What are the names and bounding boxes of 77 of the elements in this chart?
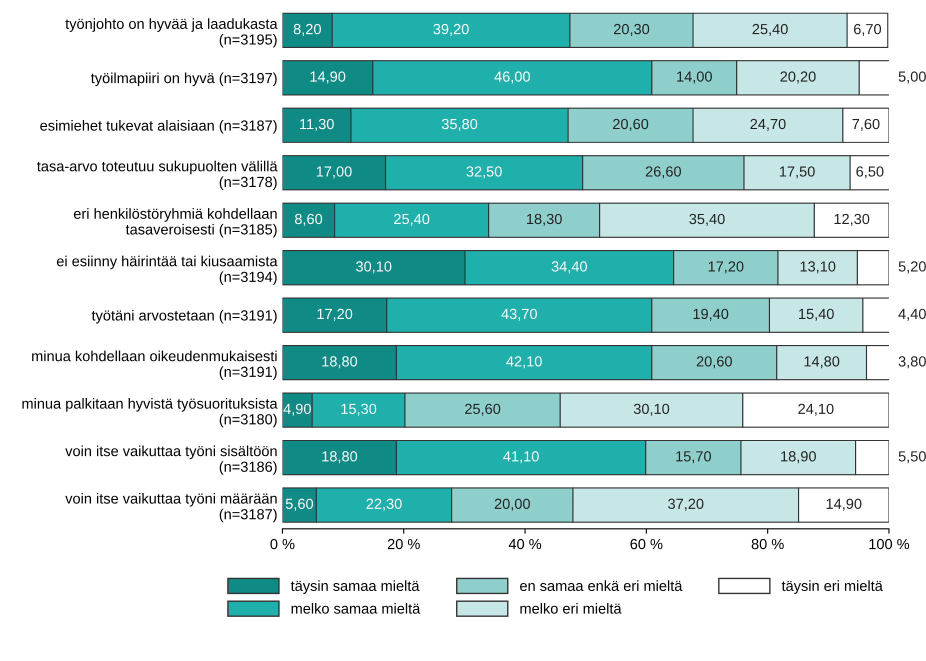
data-label: 39,20 (433, 24, 469, 36)
data-label: 6,50 (856, 166, 884, 178)
data-label: 18,80 (322, 356, 358, 368)
data-label: 24,70 (750, 118, 786, 131)
data-label: 5,60 (286, 498, 314, 511)
data-label: 17,00 (316, 166, 352, 178)
data-label: 30,10 (356, 261, 392, 274)
x-tick-label: 40 % (508, 538, 542, 550)
x-tick-label: 80 % (752, 538, 784, 550)
data-label: 15,30 (341, 404, 376, 416)
data-label: 20,00 (494, 498, 530, 511)
y-tick-label: työtäni arvostetaan (n=3191) (92, 310, 277, 324)
data-label: 17,50 (780, 166, 815, 178)
data-label: 5,20 (898, 261, 926, 274)
data-label: 11,30 (300, 118, 334, 131)
y-tick-label: minua palkitaan hyvistä työsuorituksista (n=3180) (22, 398, 278, 428)
y-tick-label: voin itse vaikuttaa työni määrään (n=3187) (65, 492, 277, 522)
data-label: 3,80 (898, 356, 926, 368)
data-label: 19,40 (694, 308, 728, 321)
data-label: 15,40 (799, 308, 834, 321)
data-label: 13,10 (800, 261, 836, 274)
data-label: 25,60 (465, 404, 500, 416)
data-label: 35,80 (442, 118, 478, 131)
data-label: 42,10 (506, 356, 542, 368)
data-label: 22,30 (366, 498, 402, 511)
data-label: 20,30 (614, 24, 650, 36)
y-tick-label: tasa-arvo toteutuu sukupuolten välillä (n=3178) (37, 160, 278, 190)
data-label: 12,30 (834, 214, 870, 226)
legend-label: melko samaa mieltä (292, 603, 420, 614)
data-label: 18,30 (527, 214, 562, 226)
data-label: 5,00 (898, 71, 926, 84)
data-label: 46,00 (494, 71, 530, 84)
x-tick-label: 60 % (630, 538, 662, 550)
y-tick-label: eri henkilöstöryhmiä kohdellaan tasaveroisesti (n=3185) (74, 208, 277, 238)
data-label: 20,60 (696, 356, 732, 368)
data-label: 14,80 (804, 356, 840, 368)
data-label: 35,40 (689, 214, 725, 226)
data-label: 37,20 (668, 498, 704, 511)
data-label: 14,00 (677, 71, 712, 84)
data-label: 8,20 (294, 24, 321, 36)
data-label: 32,50 (466, 166, 502, 178)
x-tick-label: 20 % (388, 538, 420, 550)
data-label: 7,60 (852, 118, 880, 131)
data-label: 15,70 (676, 451, 712, 464)
x-tick-label: 0 % (270, 538, 294, 550)
data-label: 20,60 (613, 118, 648, 131)
data-label: 24,10 (798, 404, 834, 416)
data-label: 30,10 (634, 404, 670, 416)
x-tick-label: 100 % (869, 538, 910, 550)
data-label: 8,60 (294, 214, 322, 226)
data-label: 25,40 (752, 24, 788, 36)
y-tick-label: työnjohto on hyvää ja laadukasta (n=3195) (65, 18, 278, 48)
legend-label: täysin eri mieltä (782, 580, 883, 594)
data-label: 14,90 (826, 498, 862, 511)
data-label: 18,80 (322, 451, 358, 464)
y-tick-label: minua kohdellaan oikeudenmukaisesti (n=3191) (32, 350, 277, 380)
data-label: 41,10 (503, 451, 539, 464)
data-label: 43,70 (501, 308, 537, 321)
data-label: 6,70 (854, 24, 882, 36)
data-label: 18,90 (781, 451, 816, 464)
y-tick-label: ei esiinny häirintää tai kiusaamista (n=3194) (56, 256, 278, 285)
data-label: 4,40 (898, 308, 926, 321)
y-tick-label: esimiehet tukevat alaisiaan (n=3187) (40, 120, 277, 134)
data-label: 25,40 (394, 214, 430, 226)
data-label: 34,40 (552, 261, 587, 274)
y-tick-label: voin itse vaikuttaa työni sisältöön (n=3186) (65, 446, 277, 475)
legend-label: melko eri mieltä (520, 603, 622, 614)
y-tick-label: työilmapiiri on hyvä (n=3197) (90, 72, 277, 86)
data-label: 17,20 (317, 308, 352, 321)
data-label: 17,20 (708, 261, 744, 274)
data-label: 4,90 (283, 404, 311, 416)
data-label: 20,20 (780, 71, 816, 84)
legend-label: täysin samaa mieltä (290, 580, 420, 594)
data-label: 26,60 (646, 166, 682, 178)
legend-label: en samaa enkä eri mieltä (520, 580, 682, 592)
data-label: 5,50 (898, 451, 926, 464)
data-label: 14,90 (310, 71, 346, 84)
